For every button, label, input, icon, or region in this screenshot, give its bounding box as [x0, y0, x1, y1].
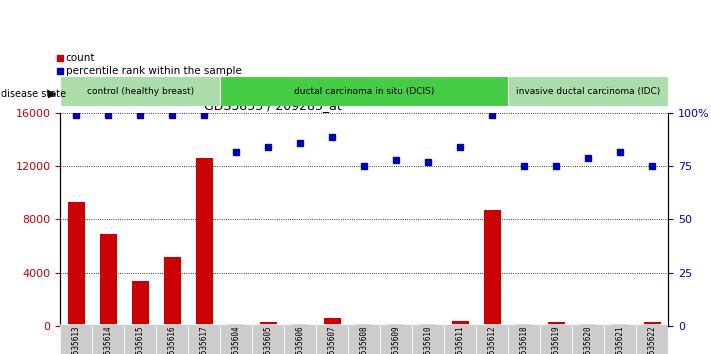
Text: control (healthy breast): control (healthy breast) — [87, 87, 194, 96]
Bar — [412, 324, 444, 354]
Bar — [547, 322, 565, 326]
Bar — [324, 318, 341, 326]
Bar — [356, 324, 373, 326]
Bar — [444, 324, 476, 354]
Text: GSM535609: GSM535609 — [392, 325, 401, 354]
Bar — [188, 324, 220, 354]
Text: GSM535608: GSM535608 — [360, 325, 369, 354]
Bar — [572, 324, 604, 354]
Bar — [604, 324, 636, 354]
Bar — [419, 324, 437, 326]
Bar — [196, 159, 213, 326]
Bar — [515, 324, 533, 326]
Bar — [252, 324, 284, 354]
Bar — [508, 76, 668, 106]
Bar — [380, 324, 412, 354]
Text: GSM535620: GSM535620 — [584, 325, 593, 354]
Bar — [643, 322, 661, 326]
Text: GSM535611: GSM535611 — [456, 325, 465, 354]
Text: GSM535619: GSM535619 — [552, 325, 561, 354]
Bar — [156, 324, 188, 354]
Text: GSM535606: GSM535606 — [296, 325, 305, 354]
Bar — [579, 324, 597, 326]
Text: disease state: disease state — [1, 89, 67, 99]
Bar — [348, 324, 380, 354]
Bar — [60, 324, 92, 354]
Text: GSM535615: GSM535615 — [136, 325, 145, 354]
Text: GSM535604: GSM535604 — [232, 325, 241, 354]
Bar — [68, 202, 85, 326]
Text: ductal carcinoma in situ (DCIS): ductal carcinoma in situ (DCIS) — [294, 87, 434, 96]
Text: GSM535616: GSM535616 — [168, 325, 177, 354]
Bar — [316, 324, 348, 354]
Bar — [228, 324, 245, 326]
Bar — [636, 324, 668, 354]
Text: count: count — [65, 53, 95, 63]
Bar — [132, 280, 149, 326]
Text: GSM535605: GSM535605 — [264, 325, 273, 354]
Text: GSM535617: GSM535617 — [200, 325, 209, 354]
Bar — [483, 210, 501, 326]
Bar — [124, 324, 156, 354]
Bar — [220, 76, 508, 106]
Text: percentile rank within the sample: percentile rank within the sample — [65, 66, 242, 76]
Text: GSM535610: GSM535610 — [424, 325, 433, 354]
Text: GSM535607: GSM535607 — [328, 325, 337, 354]
Bar — [540, 324, 572, 354]
Text: GSM535614: GSM535614 — [104, 325, 113, 354]
Bar — [92, 324, 124, 354]
Bar — [387, 324, 405, 326]
Title: GDS3853 / 209283_at: GDS3853 / 209283_at — [204, 99, 342, 112]
Bar — [60, 76, 220, 106]
Bar — [284, 324, 316, 354]
Bar — [508, 324, 540, 354]
Bar — [260, 322, 277, 326]
Text: GSM535618: GSM535618 — [520, 325, 529, 354]
Bar — [611, 324, 629, 326]
Text: GSM535612: GSM535612 — [488, 325, 497, 354]
Bar — [100, 234, 117, 326]
Bar — [476, 324, 508, 354]
Bar — [220, 324, 252, 354]
Text: GSM535613: GSM535613 — [72, 325, 81, 354]
Bar — [164, 257, 181, 326]
Text: ▶: ▶ — [48, 89, 57, 99]
Bar — [451, 321, 469, 326]
Text: invasive ductal carcinoma (IDC): invasive ductal carcinoma (IDC) — [516, 87, 661, 96]
Text: GSM535621: GSM535621 — [616, 325, 625, 354]
Bar — [292, 324, 309, 326]
Text: GSM535622: GSM535622 — [648, 325, 657, 354]
